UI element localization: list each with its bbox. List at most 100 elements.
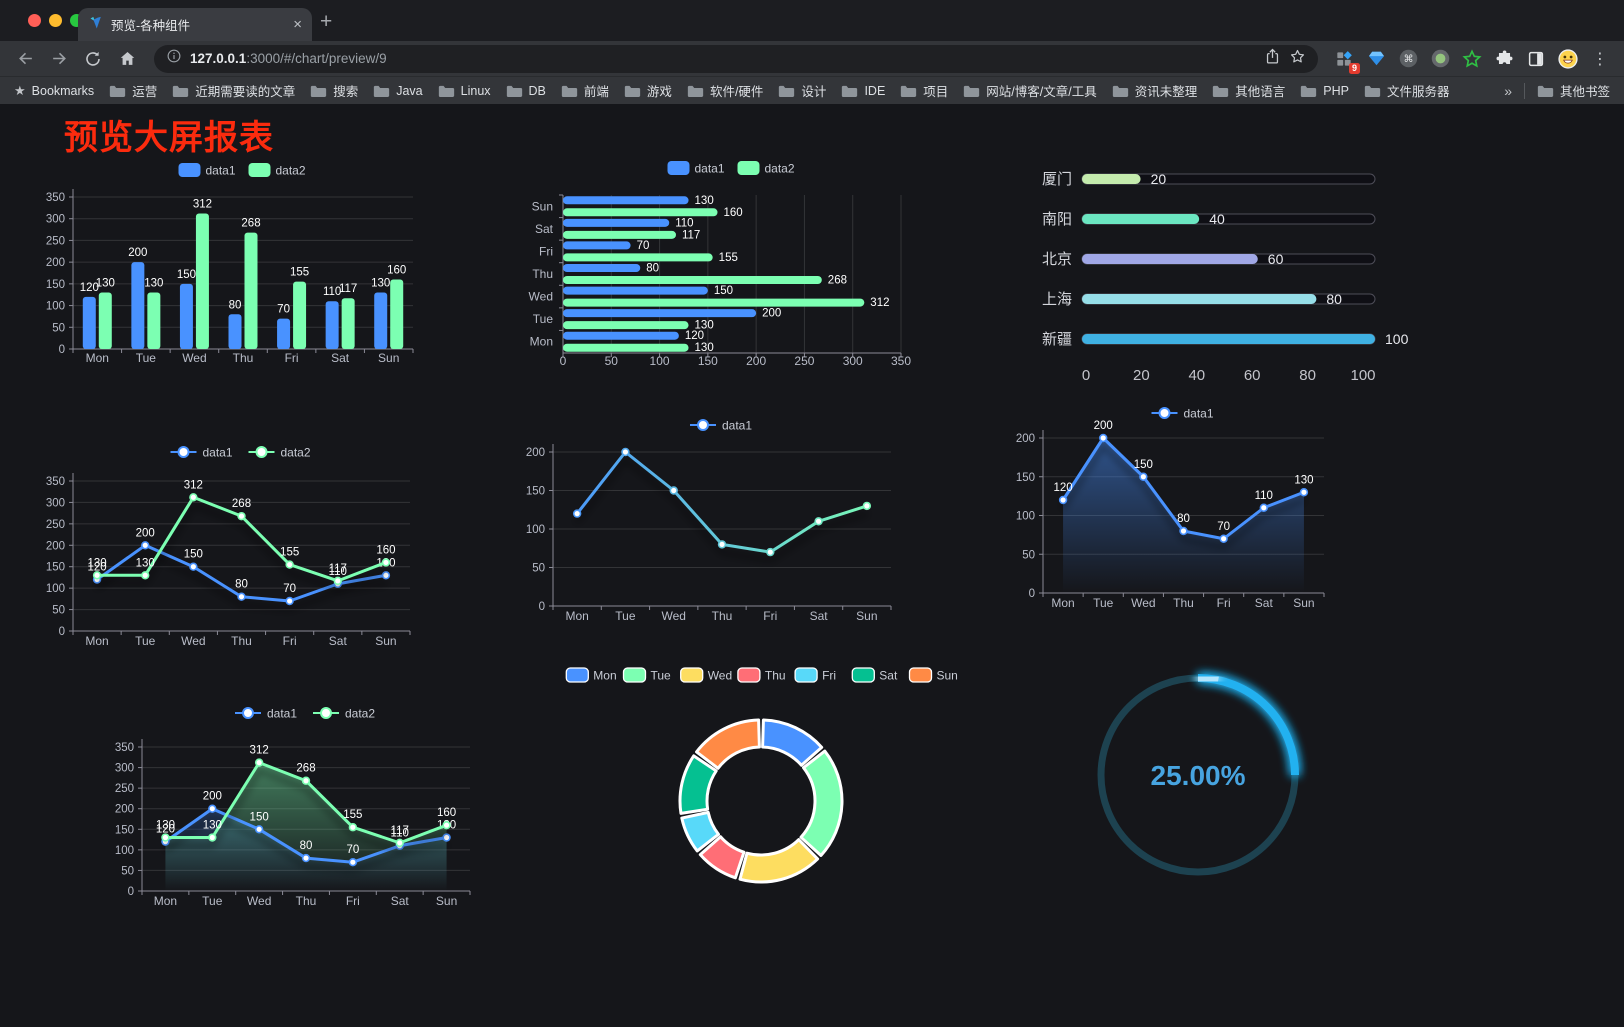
new-tab-button[interactable]: + xyxy=(320,10,333,33)
svg-text:80: 80 xyxy=(646,263,659,275)
svg-text:Sun: Sun xyxy=(937,669,958,683)
share-icon[interactable] xyxy=(1264,48,1281,70)
bookmarks-overflow-chevron[interactable]: » xyxy=(1504,82,1512,99)
bookmark-folder[interactable]: IDE xyxy=(841,84,885,98)
svg-text:70: 70 xyxy=(637,240,650,252)
chart-canvas-area-two-series[interactable]: 0 50 100 150 200 250 300 350 Mon Tue Wed Thu Fri Sat S… xyxy=(100,700,480,918)
bookmark-folder[interactable]: DB xyxy=(506,84,546,98)
bookmarks-bar: ★ Bookmarks 运营 近期需要读的文章 搜索 Java Linux DB 前端 游戏软… xyxy=(0,76,1624,104)
folder-icon xyxy=(901,85,917,97)
svg-text:130: 130 xyxy=(203,820,222,832)
svg-text:50: 50 xyxy=(532,563,545,575)
address-bar[interactable]: 127.0.0.1:3000/#/chart/preview/9 xyxy=(154,44,1318,73)
bookmark-folder[interactable]: 设计 xyxy=(778,81,826,100)
bookmark-folder[interactable]: 项目 xyxy=(900,81,948,100)
bookmark-folder[interactable]: 资讯未整理 xyxy=(1112,81,1197,100)
bookmarks-root[interactable]: ★ Bookmarks xyxy=(14,83,94,99)
svg-text:100: 100 xyxy=(1385,331,1409,347)
chart-line-gradient[interactable]: 0 50 100 150 200 Mon Tue Wed Thu Fri Sat Sun data1 xyxy=(515,415,895,633)
svg-text:110: 110 xyxy=(391,828,409,840)
close-window-button[interactable] xyxy=(28,14,41,27)
svg-text:data2: data2 xyxy=(345,707,375,721)
svg-text:⌘: ⌘ xyxy=(1403,54,1413,65)
chart-area-single[interactable]: 0 50 100 150 200 Mon Tue Wed Thu Fri Sat Sun data1 12… xyxy=(985,405,1360,620)
bookmark-folder[interactable]: 近期需要读的文章 xyxy=(172,81,295,100)
svg-text:150: 150 xyxy=(184,549,203,561)
chart-canvas-line-two-series[interactable]: 0 50 100 150 200 250 300 350 Mon Tue Wed Thu Fri Sat S… xyxy=(45,440,425,662)
svg-text:25.00%: 25.00% xyxy=(1151,760,1246,791)
svg-text:110: 110 xyxy=(329,566,347,578)
extension-tabs-grid-icon[interactable]: 9 xyxy=(1330,45,1360,74)
svg-text:data1: data1 xyxy=(722,419,752,433)
svg-text:0: 0 xyxy=(560,354,567,368)
chart-gauge-percent[interactable]: 25.00% xyxy=(1080,655,1320,895)
bookmark-folder[interactable]: 文件服务器 xyxy=(1364,81,1449,100)
bookmark-folder[interactable]: 软件/硬件 xyxy=(687,81,763,100)
svg-text:40: 40 xyxy=(1209,211,1225,227)
svg-text:312: 312 xyxy=(250,745,269,757)
bookmark-folder[interactable]: 运营 xyxy=(109,81,157,100)
tab-close-icon[interactable]: × xyxy=(293,16,302,33)
bookmark-folder[interactable]: 其他语言 xyxy=(1212,81,1285,100)
svg-text:100: 100 xyxy=(1016,511,1035,523)
svg-text:120: 120 xyxy=(1053,482,1072,494)
forward-icon[interactable] xyxy=(44,45,74,73)
svg-text:0: 0 xyxy=(539,601,545,613)
svg-text:150: 150 xyxy=(46,562,65,574)
home-icon[interactable] xyxy=(112,45,142,73)
bookmark-folder[interactable]: 游戏 xyxy=(624,81,672,100)
chart-canvas-line-gradient-single[interactable]: 0 50 100 150 200 Mon Tue Wed Thu Fri Sat Sun data1 xyxy=(515,415,895,633)
other-bookmarks-folder[interactable]: 其他书签 xyxy=(1537,81,1610,100)
chart-line-two-series[interactable]: 0 50 100 150 200 250 300 350 Mon Tue Wed Thu Fri Sat S… xyxy=(45,440,425,662)
chart-canvas-gauge-percent[interactable]: 25.00% xyxy=(1080,655,1320,895)
bookmark-folder[interactable]: Linux xyxy=(438,84,491,98)
chart-canvas-capsule-progress-bars[interactable]: 厦门 20 南阳 40 北京 60 上海 80 新疆 100 0 20 40 60 80 100 xyxy=(1000,150,1415,398)
svg-text:150: 150 xyxy=(526,486,545,498)
extension-puzzle-icon[interactable] xyxy=(1490,45,1518,73)
extension-emoji-icon[interactable] xyxy=(1554,45,1582,73)
extension-reading-list-icon[interactable] xyxy=(1522,45,1550,73)
bookmarks-right-group: » 其他书签 xyxy=(1504,81,1610,100)
chart-area-two-series[interactable]: 0 50 100 150 200 250 300 350 Mon Tue Wed Thu Fri Sat S… xyxy=(100,700,480,918)
extension-gem-icon[interactable] xyxy=(1362,45,1390,73)
svg-text:100: 100 xyxy=(46,583,65,595)
svg-text:Sun: Sun xyxy=(1293,596,1314,610)
svg-text:150: 150 xyxy=(1016,472,1035,484)
bookmark-star-icon[interactable] xyxy=(1289,48,1306,70)
minimize-window-button[interactable] xyxy=(49,14,62,27)
extension-green-star-icon[interactable] xyxy=(1458,45,1486,73)
chart-grouped-bar-vertical[interactable]: 0 50 100 150 200 250 300 350 Mon Tue Wed Thu Fri Sat S… xyxy=(40,146,470,378)
svg-text:data2: data2 xyxy=(765,162,795,176)
site-info-icon[interactable] xyxy=(166,48,182,69)
extension-command-icon[interactable]: ⌘ xyxy=(1394,45,1422,73)
svg-text:Mon: Mon xyxy=(565,609,588,623)
chart-donut-week[interactable]: Mon Tue Wed Thu Fri Sat Sun xyxy=(540,660,982,892)
browser-tab[interactable]: 预览-各种组件 × xyxy=(78,8,312,41)
chart-canvas-grouped-bar-vertical[interactable]: 0 50 100 150 200 250 300 350 Mon Tue Wed Thu Fri Sat S… xyxy=(40,146,470,378)
url-text[interactable]: 127.0.0.1:3000/#/chart/preview/9 xyxy=(190,51,1256,66)
svg-text:20: 20 xyxy=(1151,171,1167,187)
chart-canvas-donut-week[interactable]: Mon Tue Wed Thu Fri Sat Sun xyxy=(540,660,982,892)
svg-text:150: 150 xyxy=(46,279,65,291)
bookmark-folder[interactable]: 网站/博客/文章/工具 xyxy=(963,81,1097,100)
svg-text:Thu: Thu xyxy=(231,634,252,648)
svg-text:Mon: Mon xyxy=(1051,596,1074,610)
svg-text:120: 120 xyxy=(87,562,106,574)
svg-text:50: 50 xyxy=(1022,549,1035,561)
svg-text:268: 268 xyxy=(241,218,260,230)
back-icon[interactable] xyxy=(10,45,40,73)
chart-canvas-area-single[interactable]: 0 50 100 150 200 Mon Tue Wed Thu Fri Sat Sun data1 12… xyxy=(985,405,1360,620)
reload-icon[interactable] xyxy=(78,45,108,73)
svg-text:Fri: Fri xyxy=(1217,596,1231,610)
browser-menu-icon[interactable]: ⋮ xyxy=(1592,50,1608,68)
bookmark-folder[interactable]: PHP xyxy=(1300,84,1349,98)
chart-capsule-progress[interactable]: 厦门 20 南阳 40 北京 60 上海 80 新疆 100 0 20 40 60 80 100 xyxy=(1000,150,1415,398)
bookmark-folder[interactable]: 搜索 xyxy=(310,81,358,100)
chart-grouped-bar-horizontal[interactable]: 0 50 100 150 200 250 300 350 data1 data2 Mon 120 130… xyxy=(505,146,915,381)
bookmark-folder[interactable]: 前端 xyxy=(561,81,609,100)
svg-text:80: 80 xyxy=(235,579,248,591)
bookmark-folder[interactable]: Java xyxy=(373,84,423,98)
svg-text:Thu: Thu xyxy=(233,351,254,365)
extension-record-icon[interactable] xyxy=(1426,45,1454,73)
